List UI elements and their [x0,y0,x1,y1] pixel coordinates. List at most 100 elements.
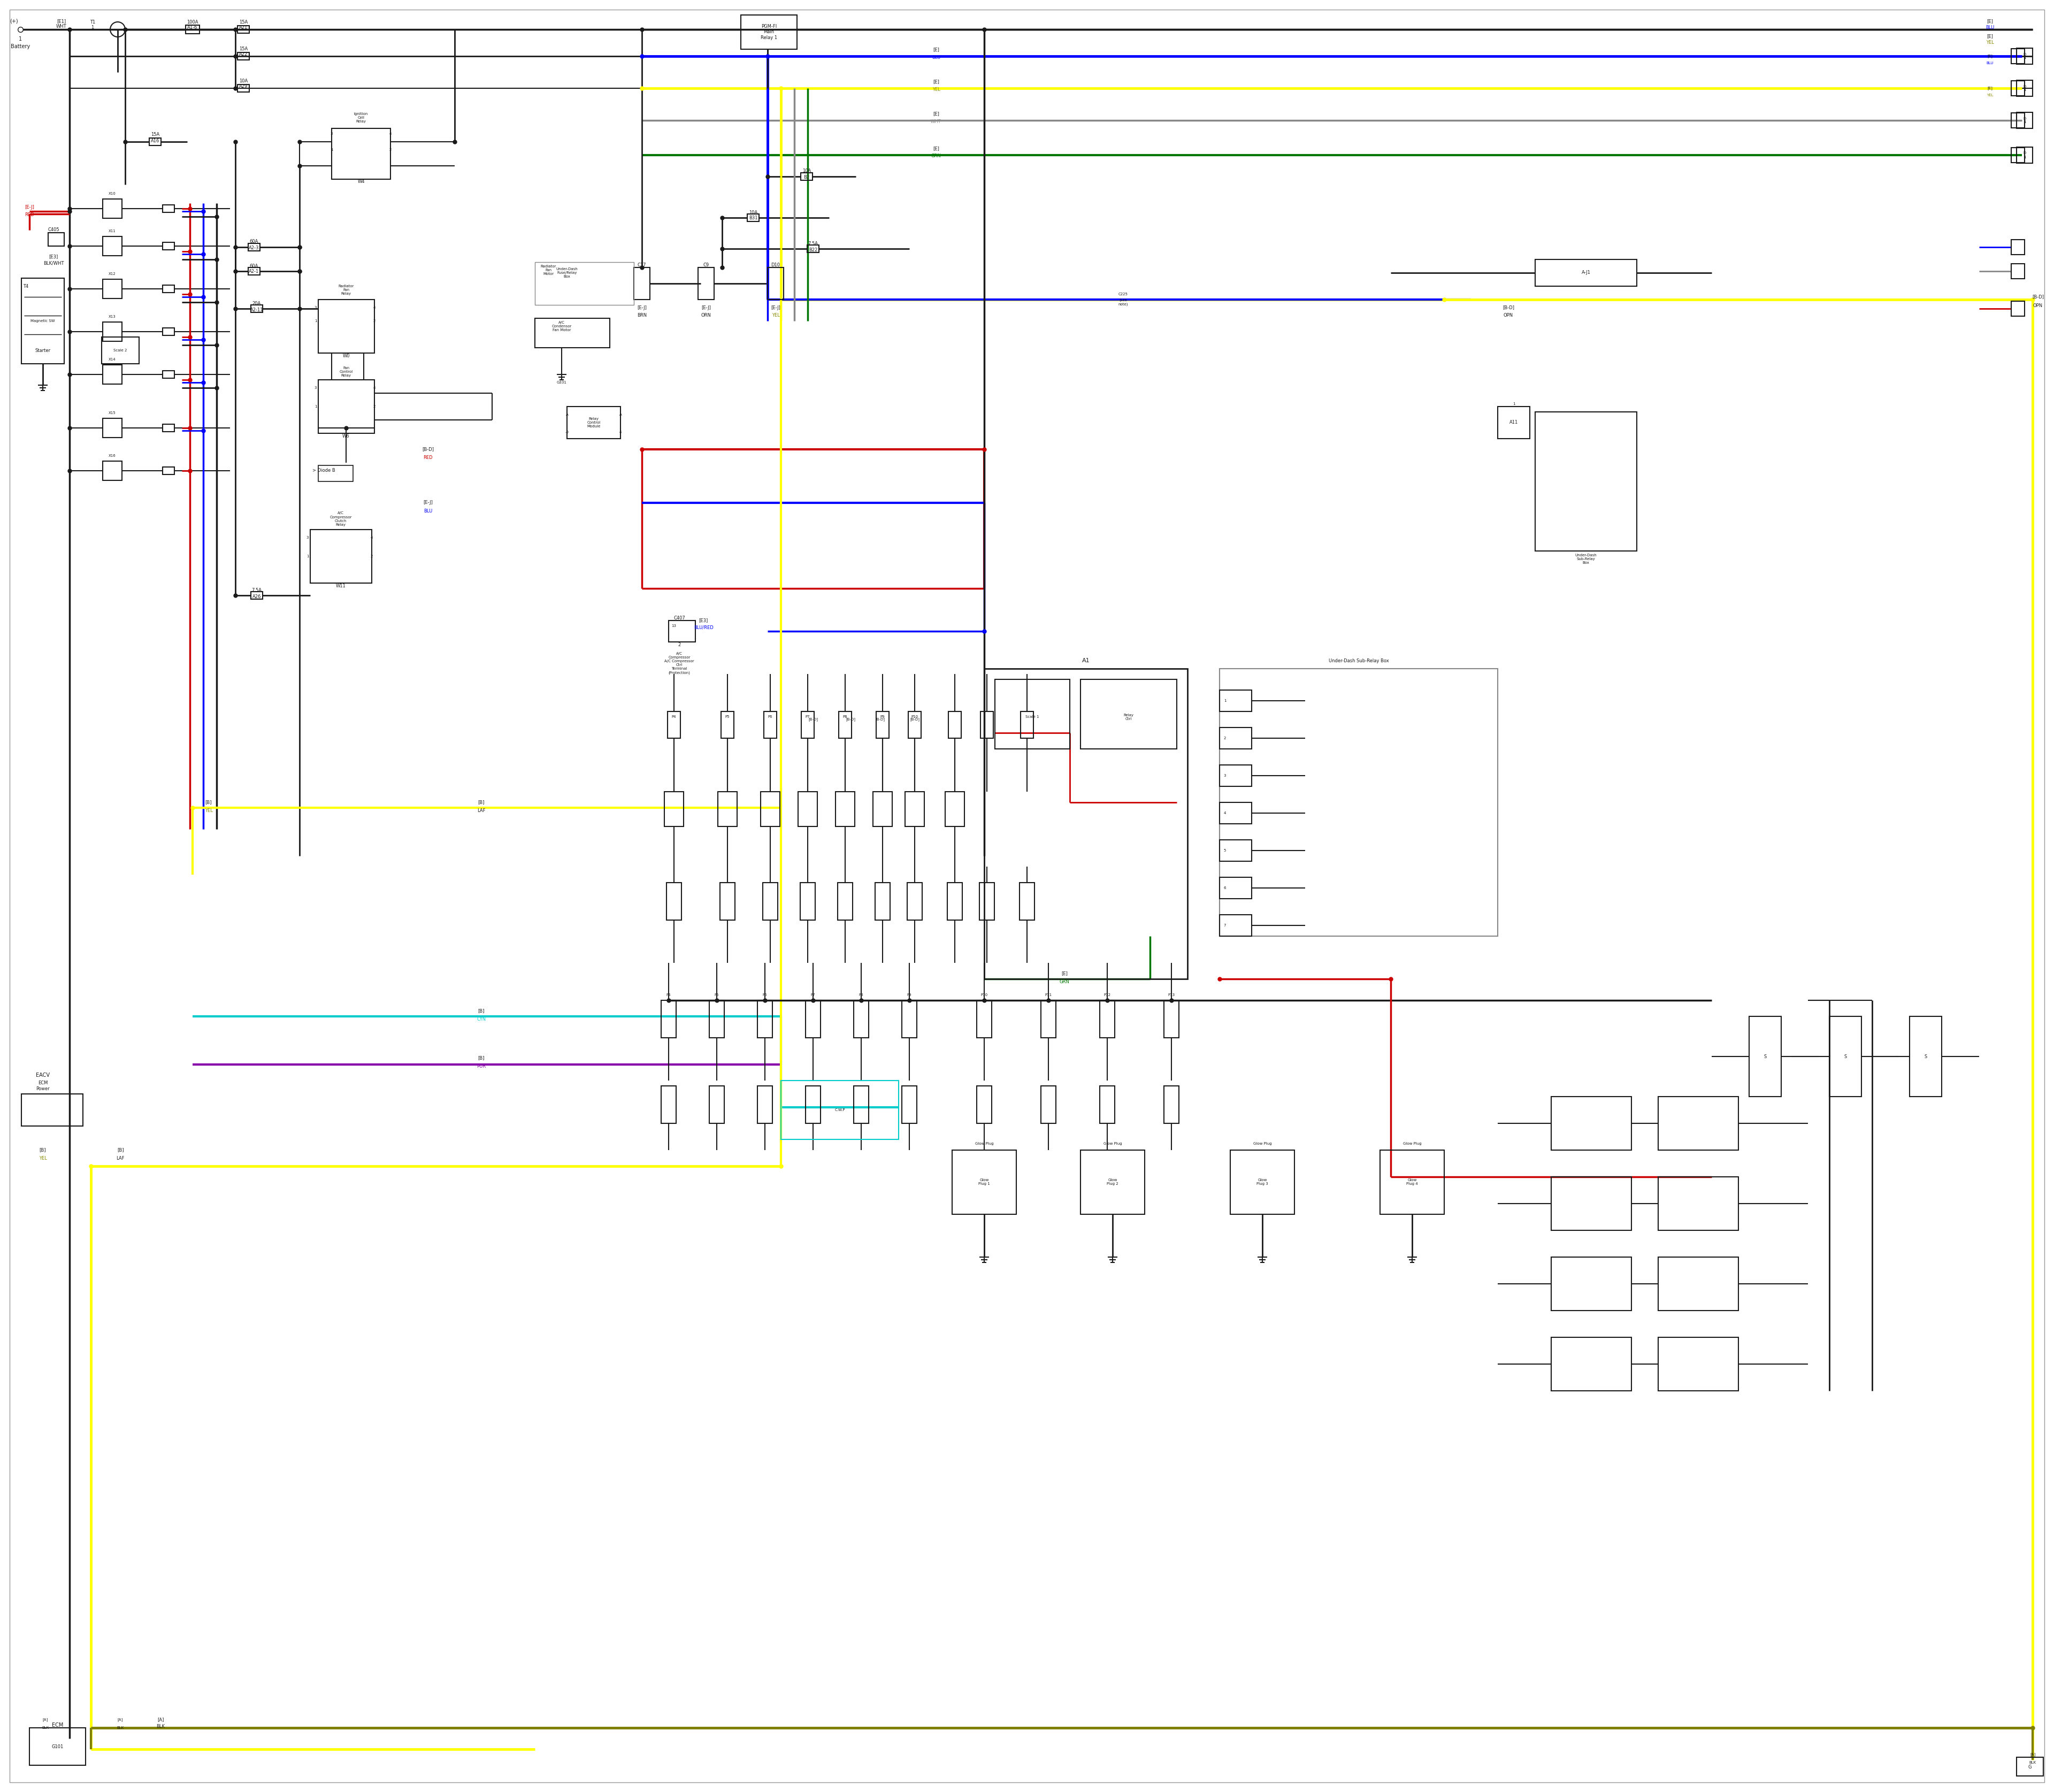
Bar [318,466,353,482]
Bar [1220,690,1251,711]
Text: YEL: YEL [205,808,212,814]
Text: A2-11: A2-11 [251,308,263,312]
Bar [1534,412,1637,550]
Text: W4: W4 [357,179,366,185]
Bar [635,267,649,299]
Text: 60A: 60A [251,263,259,269]
Text: YEL: YEL [1986,41,1994,45]
Bar [854,1000,869,1038]
Text: C17: C17 [637,262,647,267]
Text: P7: P7 [805,715,809,719]
Text: A: A [565,412,569,416]
Text: C9: C9 [702,262,709,267]
Text: BLU: BLU [1986,61,1992,65]
Bar [838,883,852,919]
Text: [B]: [B] [205,799,212,805]
Bar [21,278,64,364]
Text: 7.5A: 7.5A [807,240,817,246]
Text: 20A: 20A [253,301,261,306]
Bar [854,1086,869,1124]
Text: P10: P10 [980,993,988,996]
Text: BLU/RED: BLU/RED [694,625,713,629]
Text: P8: P8 [859,993,863,996]
Text: [B]: [B] [479,799,485,805]
Bar [21,1093,82,1125]
Text: 1: 1 [306,556,308,557]
Text: P10: P10 [912,715,918,719]
Text: [E-J]: [E-J] [637,305,647,310]
Bar [1099,1086,1115,1124]
Text: 1: 1 [90,25,94,30]
Bar [185,25,199,34]
Text: [A]: [A] [2029,1753,2036,1756]
Text: 15A: 15A [150,133,160,138]
Text: 4: 4 [390,133,392,136]
Text: [E]: [E] [1986,34,1992,39]
Text: P5: P5 [725,715,729,719]
Bar [1220,878,1251,898]
Text: T4: T4 [23,283,29,289]
Text: C407: C407 [674,615,686,620]
Text: 10A: 10A [238,79,249,84]
Text: 3: 3 [306,536,308,539]
Text: GRN: GRN [1060,978,1070,984]
Text: WHT: WHT [930,118,941,124]
Text: [E]: [E] [1986,54,1992,57]
Text: P7: P7 [811,993,815,996]
Text: 3: 3 [314,387,316,389]
Text: [B]: [B] [117,1147,123,1152]
Bar [534,262,635,305]
Bar [758,1000,772,1038]
Bar [762,883,778,919]
Bar [801,883,815,919]
Bar [721,711,733,738]
Bar [1220,728,1251,749]
Bar [801,711,813,738]
Text: LAF: LAF [477,808,485,814]
Text: BLK: BLK [2029,1762,2036,1763]
Text: Relay
Control
Module: Relay Control Module [587,418,600,428]
Text: [E]: [E] [1062,971,1068,977]
Text: EACV: EACV [35,1073,49,1077]
Bar [567,407,620,439]
Text: B2: B2 [803,176,809,179]
Bar [1220,803,1251,824]
Text: Battery: Battery [10,43,31,48]
Bar [162,425,175,432]
Text: (+): (+) [10,18,18,23]
Text: Glow Plug: Glow Plug [1253,1142,1271,1145]
Text: PGM-FI
Main
Relay 1: PGM-FI Main Relay 1 [760,23,776,39]
Text: 3: 3 [1224,774,1226,778]
Text: 15A: 15A [238,47,249,52]
Text: YEL: YEL [1986,93,1992,97]
Bar [1750,1016,1781,1097]
Text: X10: X10 [109,192,115,195]
Text: P6: P6 [762,993,768,996]
Text: X13: X13 [109,315,115,319]
Bar [2011,81,2025,95]
Bar [1099,1000,1115,1038]
Bar [150,138,160,145]
Bar [2017,81,2033,97]
Bar [1080,1150,1144,1215]
Text: P13: P13 [1169,993,1175,996]
Bar [251,305,263,312]
Text: X12: X12 [109,272,115,276]
Bar [1041,1086,1056,1124]
Text: [E]: [E] [933,111,939,116]
Bar [101,337,140,364]
Text: W6: W6 [343,434,349,439]
Bar [534,319,610,348]
Text: [A]: [A] [117,1719,123,1722]
Bar [1534,260,1637,287]
Bar [709,1000,725,1038]
Bar [2011,113,2025,127]
Text: A1-6: A1-6 [187,25,197,30]
Bar [670,620,696,642]
Text: [E]: [E] [933,47,939,52]
Text: P4: P4 [665,993,672,996]
Bar [875,883,889,919]
Text: Glow Plug: Glow Plug [1103,1142,1121,1145]
Bar [2011,263,2025,280]
Text: A21: A21 [238,25,249,30]
